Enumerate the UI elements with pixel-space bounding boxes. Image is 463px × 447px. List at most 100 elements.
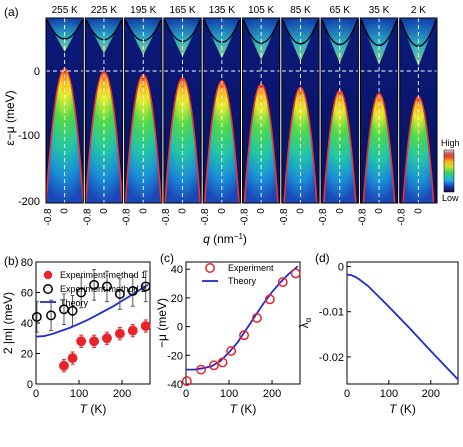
colorbar-low-label: Low xyxy=(442,193,459,203)
method2-point xyxy=(31,311,42,322)
spectra-strip xyxy=(45,17,438,204)
panel-a-xlabel-close: ) xyxy=(243,232,247,246)
temperature-label: 105 K xyxy=(248,5,274,16)
spectrum-panel xyxy=(399,17,438,204)
x-tick-label: 200 xyxy=(263,388,281,400)
upper-band xyxy=(124,18,162,56)
method2-point xyxy=(127,286,138,296)
upper-band-edge xyxy=(321,19,359,46)
upper-band-edge xyxy=(46,19,83,40)
panel-a-xtick-left: -0.8 xyxy=(357,208,368,226)
panel-label-b: (b) xyxy=(4,254,19,268)
method2-point xyxy=(46,310,57,321)
panel-a-xtick-zero: 0 xyxy=(99,208,110,214)
y-tick-label: 0 xyxy=(338,262,344,274)
legend-marker-method2 xyxy=(43,284,53,294)
experiment-point xyxy=(252,313,262,323)
experiment-point xyxy=(239,330,250,341)
panel-a-xtick-left: -0.8 xyxy=(279,208,290,226)
panel-a-xtick-left: -0.8 xyxy=(161,208,172,226)
y-tick-label: 0 xyxy=(177,322,183,334)
panel-b-plot: 0 100 200 0 20 40 60 80 T (K) 2 |m| (meV) Experime… xyxy=(1,257,151,416)
valence-band-fit xyxy=(164,77,201,203)
spectrum-frame xyxy=(320,17,359,204)
panel-a-ytick-200: -200 xyxy=(18,196,40,208)
method1-point xyxy=(102,333,112,344)
panel-a-ylabel: ε−μ (meV) xyxy=(3,90,17,145)
legend-label: Experiment xyxy=(228,263,274,273)
x-tick-label: 0 xyxy=(33,388,39,400)
method1-point xyxy=(127,325,138,336)
panel-a-xtick-left: -0.8 xyxy=(82,208,93,226)
panel-a-xtick-left: -0.8 xyxy=(200,208,211,226)
experiment-point xyxy=(277,277,288,288)
y-tick-label: 60 xyxy=(21,288,33,300)
panel-a-xtick-left: -0.8 xyxy=(240,208,251,226)
method1-point xyxy=(140,321,151,331)
panel-a-xtick-zero: 0 xyxy=(217,208,228,214)
method1-point xyxy=(67,353,78,364)
y-tick-label: -0.01 xyxy=(319,307,344,319)
panel-a-xtick-zero: 0 xyxy=(178,208,189,214)
panel-a-ytick-0: 0 xyxy=(34,66,40,78)
spectrum-panel xyxy=(242,17,281,204)
spectrum-frame xyxy=(124,17,163,204)
temperature-label: 255 K xyxy=(52,5,78,16)
experiment-point xyxy=(181,376,192,387)
upper-band-edge xyxy=(360,19,398,47)
y-tick-label: 20 xyxy=(21,349,33,361)
spectrum-panel xyxy=(320,17,359,204)
legend-marker-method1 xyxy=(43,270,53,280)
x-tick-label: 100 xyxy=(380,388,398,400)
method1-point xyxy=(89,336,100,347)
y-axis-label: −μ (meV) xyxy=(155,298,169,348)
colorbar xyxy=(443,149,455,193)
upper-band xyxy=(203,18,241,59)
panel-a-xtick-left: -0.8 xyxy=(122,208,133,226)
panel-a-xtick-left: -0.8 xyxy=(43,208,54,226)
spectrum-panel xyxy=(281,17,320,204)
legend-marker-experiment xyxy=(205,263,215,273)
panel-b-legend: Experiment-method 1 Experiment-method 2 Th… xyxy=(40,270,146,308)
method1-point xyxy=(59,360,69,371)
panel-d-plot: 0 100 200 0 -0.01 -0.02 T (K) λα xyxy=(297,261,459,416)
panel-label-d: (d) xyxy=(315,251,330,265)
y-tick-label: 0 xyxy=(27,379,33,391)
experiment-point xyxy=(290,268,301,279)
experiment-point xyxy=(217,357,228,368)
plot-frame xyxy=(346,261,459,385)
theory-line xyxy=(35,284,149,338)
valence-band-fit xyxy=(85,70,123,203)
panel-a-xtick-zero: 0 xyxy=(138,208,149,214)
legend-label: Experiment-method 2 xyxy=(60,284,146,294)
experiment-point xyxy=(264,294,275,305)
temperature-label: 225 K xyxy=(91,5,117,16)
panel-a-xtick-zero: 0 xyxy=(295,208,306,214)
panel-a-xtick-left: -0.8 xyxy=(318,208,329,226)
x-tick-label: 0 xyxy=(344,388,350,400)
panel-a-xticks: -0.8 0 -0.8 0 -0.8 0 -0.8 0 -0.8 0 -0.8 0 -0.8 0 -0.8 0… xyxy=(43,208,424,226)
spectrum-frame xyxy=(399,17,438,204)
experiment-point xyxy=(209,360,219,371)
y-tick-label: 40 xyxy=(171,264,183,276)
legend-label: Theory xyxy=(60,298,89,308)
legend-label: Theory xyxy=(228,276,257,286)
method2-point xyxy=(114,289,125,299)
panel-a-xtick-zero: 0 xyxy=(256,208,267,214)
panel-a-ytick-100: -100 xyxy=(18,130,40,142)
spectrum-panel xyxy=(202,17,241,204)
y-tick-label: 40 xyxy=(21,318,33,330)
panel-label-c: (c) xyxy=(160,251,174,265)
method1-point xyxy=(76,336,87,347)
x-tick-label: 0 xyxy=(183,388,189,400)
x-axis-label: T (K) xyxy=(230,402,257,416)
method2-point xyxy=(67,305,78,316)
plot-frame xyxy=(185,261,301,385)
valence-band-fit xyxy=(283,86,318,203)
temperature-label: 2 K xyxy=(411,5,426,16)
method2-point xyxy=(102,281,112,292)
spectrum-panel xyxy=(84,17,124,204)
x-tick-label: 100 xyxy=(70,388,88,400)
spectrum-frame xyxy=(202,17,241,204)
